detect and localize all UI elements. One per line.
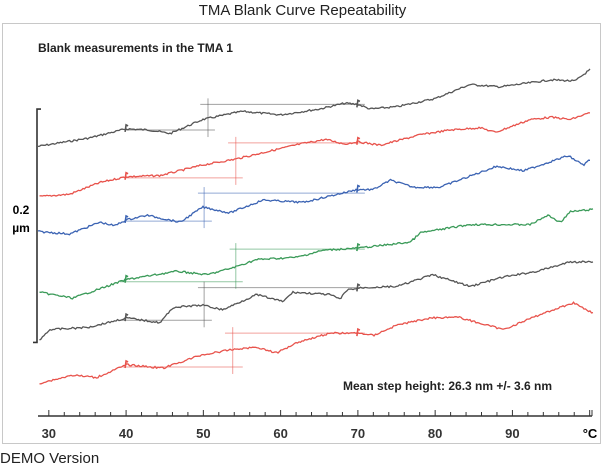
chart-title: TMA Blank Curve Repeatability	[198, 2, 407, 19]
series-blank-4	[39, 208, 594, 300]
x-tick-label: 40	[119, 426, 133, 441]
series-blank-3	[37, 155, 591, 236]
step-marker	[124, 123, 129, 132]
x-tick-label: 30	[42, 426, 56, 441]
series-blank-5	[39, 260, 594, 341]
annotation-mean-step: Mean step height: 26.3 nm +/- 3.6 nm	[343, 379, 552, 393]
x-axis: 30 40 50 60 70 80 90	[38, 410, 593, 441]
step-marker	[356, 136, 361, 145]
step-marker	[356, 327, 361, 337]
step-marker	[356, 99, 361, 108]
step-marker	[124, 359, 129, 369]
step-marker	[124, 274, 129, 283]
scale-bar-unit: µm	[12, 221, 30, 235]
x-tick-label: 80	[428, 426, 442, 441]
demo-version-label: DEMO Version	[0, 450, 100, 467]
step-marker	[356, 283, 361, 292]
series-line	[37, 155, 591, 236]
x-axis-unit: °C	[583, 426, 598, 441]
scale-bar	[33, 108, 41, 344]
scale-bar-value: 0.2	[13, 203, 30, 217]
series-line	[37, 68, 591, 148]
series-blank-1	[37, 68, 591, 148]
step-marker	[124, 214, 129, 224]
chart-subtitle: Blank measurements in the TMA 1	[38, 41, 233, 55]
series-blank-6	[39, 301, 594, 385]
series-line	[39, 301, 594, 385]
plot-frame	[2, 23, 601, 444]
series-line	[39, 208, 594, 300]
step-marker	[356, 184, 361, 193]
step-marker	[124, 312, 129, 322]
step-marker	[356, 242, 361, 252]
series-line	[39, 112, 591, 197]
x-tick-label: 50	[196, 426, 210, 441]
x-tick-label: 60	[273, 426, 287, 441]
scale-bar-line	[33, 108, 41, 344]
series-line	[39, 260, 594, 341]
series-blank-2	[39, 112, 591, 197]
x-tick-label: 70	[351, 426, 365, 441]
step-marker	[124, 171, 129, 180]
x-tick-label: 90	[505, 426, 519, 441]
